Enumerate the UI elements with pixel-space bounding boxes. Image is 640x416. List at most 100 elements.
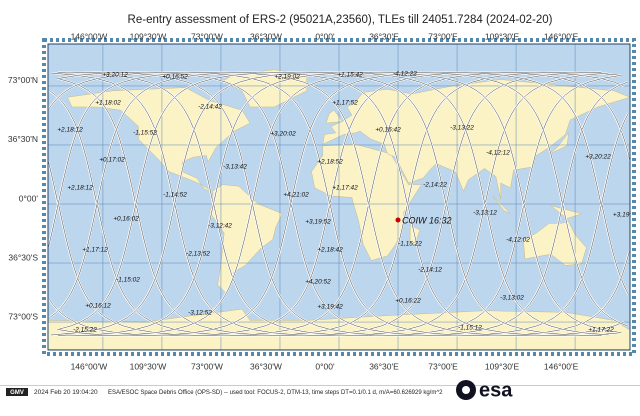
lon-label-top: 36°30'W (250, 31, 282, 41)
ground-track (329, 203, 630, 337)
lon-label-bottom: 0°00' (315, 361, 335, 371)
track-label: +1,17:22 (588, 327, 614, 334)
ground-track (49, 71, 630, 337)
timestamp: 2024 Feb 20 19:04:20 (34, 389, 98, 396)
lat-label: 36°30'S (8, 252, 38, 262)
lon-label-bottom: 36°30'W (250, 361, 282, 371)
footer-rule (0, 385, 640, 386)
ground-track (446, 203, 602, 337)
lat-label: 36°30'N (8, 134, 38, 144)
ground-track (58, 71, 602, 337)
track-label: +0,16:12 (85, 303, 111, 310)
track-label: +1,15:42 (337, 72, 363, 79)
ground-track (523, 203, 622, 333)
gmv-text: GMV (10, 390, 24, 396)
track-label: +2,18:42 (317, 247, 343, 254)
lon-label-bottom: 73°00'W (191, 361, 223, 371)
lon-label-top: 73°00'W (191, 31, 223, 41)
track-label: +4,20:52 (305, 279, 331, 286)
track-label: -2,15:22 (73, 327, 97, 334)
track-label: +1,17:52 (332, 100, 358, 107)
track-label: +3,20:22 (585, 154, 611, 161)
track-label: -3,13:02 (500, 295, 524, 302)
lon-label-top: 109°30'W (130, 31, 167, 41)
landmass (325, 109, 343, 124)
ground-track (368, 203, 625, 337)
track-label: +2,18:12 (67, 185, 93, 192)
track-label: -2,13:52 (186, 251, 210, 258)
landmass (492, 195, 511, 214)
lon-label-top: 109°30'E (485, 31, 520, 41)
lon-label-top: 36°30'E (369, 31, 399, 41)
track-label: -3,12:42 (208, 223, 232, 230)
track-label: +0,16:22 (395, 298, 421, 305)
ground-track (407, 203, 621, 337)
ground-track (601, 203, 629, 295)
impact-label: COIW 16:32 (402, 215, 452, 225)
lon-label-bottom: 36°30'E (369, 361, 399, 371)
track-label: -1,14:52 (163, 192, 187, 199)
lon-label-bottom: 73°00'E (428, 361, 458, 371)
ground-track (58, 71, 625, 337)
track-label: +1,17:42 (332, 185, 358, 192)
track-label: +0,16:42 (375, 127, 401, 134)
ground-track (65, 71, 628, 337)
map-border (47, 43, 631, 351)
track-label: +3,19: (613, 212, 631, 219)
track-label: +4,21:02 (283, 192, 309, 199)
title: Re-entry assessment of ERS-2 (95021A,235… (128, 14, 553, 26)
track-label: -3,13:12 (473, 210, 497, 217)
lat-label: 73°00'N (8, 75, 38, 85)
track-label: +0,17:02 (99, 157, 125, 164)
track-label: +0,16:02 (113, 216, 139, 223)
track-label: +2,19:02 (274, 74, 300, 81)
lon-label-top: 146°00'W (71, 31, 108, 41)
ground-track (213, 75, 622, 337)
lon-label-top: 146°00'E (544, 31, 579, 41)
lon-label-bottom: 146°00'E (544, 361, 579, 371)
landmass (550, 205, 583, 219)
track-label: -1,15:02 (116, 277, 140, 284)
lon-label-bottom: 109°30'E (485, 361, 520, 371)
track-label: -1,15:52 (133, 130, 157, 137)
track-label: +0,16:52 (162, 74, 188, 81)
track-label: +1,17:12 (82, 247, 108, 254)
track-label: -2,14:42 (198, 104, 222, 111)
track-label: +3,20:02 (270, 131, 296, 138)
lon-label-top: 0°00' (315, 31, 335, 41)
track-label: +1,18:02 (95, 100, 121, 107)
lat-label: 73°00'S (8, 311, 38, 321)
ground-track (252, 81, 628, 337)
ground-track (485, 203, 609, 336)
track-label: +3,20:12 (102, 72, 128, 79)
track-label: -3,13:42 (223, 164, 247, 171)
track-label: -4,12:02 (506, 237, 530, 244)
impact-marker (395, 217, 401, 223)
track-label: -4,12:22 (393, 71, 417, 78)
gmv-logo (6, 388, 28, 396)
track-label: -2,14:12 (418, 267, 442, 274)
track-label: -3,13:22 (450, 125, 474, 132)
track-label: -2,14:22 (423, 182, 447, 189)
credits: ESA/ESOC Space Debris Office (OPS-SD) --… (108, 390, 443, 396)
track-label: +3,19:42 (317, 304, 343, 311)
esa-logo-inner (462, 386, 470, 394)
track-label: -1,15:12 (458, 325, 482, 332)
track-label: -4,12:12 (486, 150, 510, 157)
lon-label-bottom: 109°30'W (130, 361, 167, 371)
landmass (523, 221, 587, 266)
map-area (48, 44, 630, 350)
lat-label: 0°00' (19, 193, 39, 203)
track-label: -1,15:22 (398, 241, 422, 248)
track-label: +2,18:12 (57, 127, 83, 134)
lon-label-bottom: 146°00'W (71, 361, 108, 371)
landmass (549, 131, 569, 155)
ground-track (135, 71, 602, 337)
esa-brand: esa (479, 379, 513, 401)
track-label: -3,12:52 (188, 310, 212, 317)
track-label: +2,18:52 (317, 159, 343, 166)
track-label: +3,19:52 (305, 219, 331, 226)
lon-label-top: 73°00'E (428, 31, 458, 41)
ground-track (291, 113, 629, 337)
